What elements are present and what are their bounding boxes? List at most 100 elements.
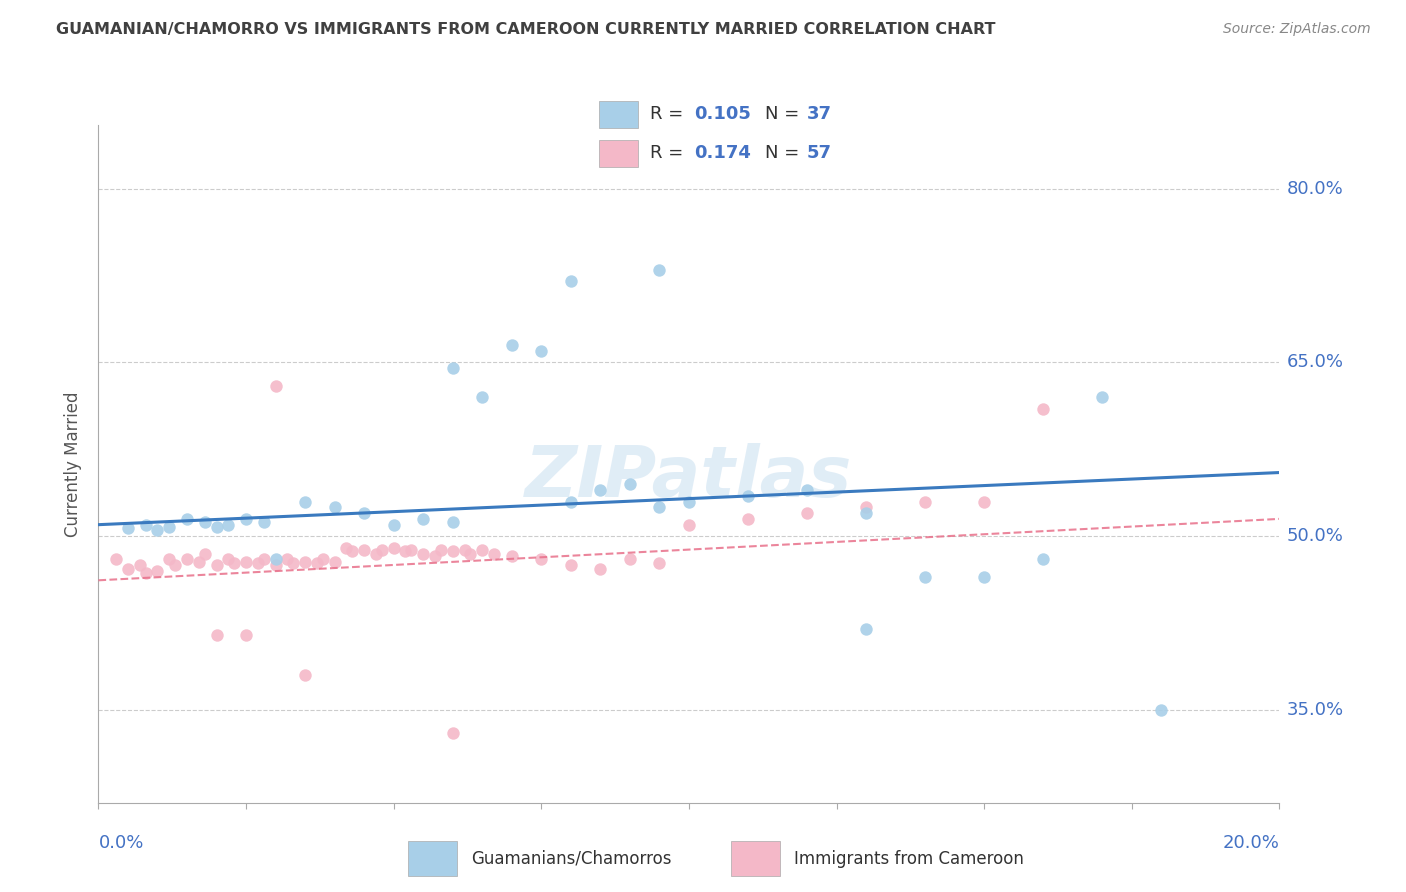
Point	[973, 494, 995, 508]
Point	[382, 541, 405, 555]
Point	[589, 562, 612, 576]
Point	[312, 552, 335, 566]
Bar	[731, 841, 780, 876]
Point	[412, 512, 434, 526]
Point	[335, 541, 357, 555]
Point	[217, 552, 239, 566]
Point	[235, 555, 257, 569]
Point	[157, 552, 180, 566]
Point	[1032, 552, 1054, 566]
Point	[453, 543, 475, 558]
Point	[323, 500, 346, 515]
Point	[283, 556, 305, 570]
Point	[264, 552, 287, 566]
Point	[460, 547, 482, 561]
Point	[224, 556, 246, 570]
Text: N =: N =	[765, 145, 804, 162]
Point	[253, 552, 276, 566]
Text: 0.105: 0.105	[695, 105, 751, 123]
Point	[412, 547, 434, 561]
Point	[1032, 401, 1054, 416]
Point	[973, 570, 995, 584]
Text: Guamanians/Chamorros: Guamanians/Chamorros	[471, 849, 672, 868]
Point	[146, 564, 169, 578]
Point	[135, 566, 157, 581]
Point	[294, 668, 316, 682]
Point	[648, 262, 671, 277]
Point	[294, 494, 316, 508]
Point	[1091, 390, 1114, 404]
Point	[342, 544, 364, 558]
Point	[501, 338, 523, 352]
Text: R =: R =	[650, 105, 689, 123]
Point	[264, 558, 287, 573]
Point	[235, 628, 257, 642]
Point	[855, 622, 877, 636]
Text: 20.0%: 20.0%	[1223, 834, 1279, 852]
Text: 0.174: 0.174	[695, 145, 751, 162]
Point	[364, 547, 387, 561]
Point	[441, 544, 464, 558]
Point	[205, 628, 228, 642]
Point	[353, 506, 375, 520]
Point	[560, 494, 582, 508]
Point	[128, 558, 150, 573]
Point	[217, 517, 239, 532]
Point	[737, 489, 759, 503]
Point	[855, 500, 877, 515]
Text: N =: N =	[765, 105, 804, 123]
Point	[441, 516, 464, 530]
Point	[176, 512, 198, 526]
Point	[146, 524, 169, 538]
Text: 35.0%: 35.0%	[1286, 701, 1344, 719]
Point	[371, 543, 394, 558]
Point	[264, 378, 287, 392]
Point	[914, 570, 936, 584]
Point	[117, 562, 139, 576]
Point	[471, 390, 494, 404]
Point	[441, 726, 464, 740]
Point	[305, 556, 328, 570]
Point	[678, 517, 700, 532]
Bar	[599, 101, 638, 128]
Text: 0.0%: 0.0%	[98, 834, 143, 852]
Point	[105, 552, 128, 566]
Point	[619, 477, 641, 491]
Point	[441, 361, 464, 376]
Point	[323, 555, 346, 569]
Point	[530, 343, 553, 358]
Point	[471, 543, 494, 558]
Point	[176, 552, 198, 566]
Point	[560, 558, 582, 573]
Y-axis label: Currently Married: Currently Married	[65, 391, 83, 537]
Point	[294, 555, 316, 569]
Point	[276, 552, 298, 566]
Point	[501, 549, 523, 563]
Point	[401, 543, 423, 558]
Point	[382, 517, 405, 532]
Text: Source: ZipAtlas.com: Source: ZipAtlas.com	[1223, 22, 1371, 37]
Text: Immigrants from Cameroon: Immigrants from Cameroon	[794, 849, 1024, 868]
Point	[619, 552, 641, 566]
Text: 80.0%: 80.0%	[1286, 179, 1343, 198]
Text: 50.0%: 50.0%	[1286, 527, 1343, 545]
Point	[1150, 703, 1173, 717]
Point	[648, 556, 671, 570]
Point	[796, 483, 818, 497]
Point	[157, 520, 180, 534]
Point	[117, 521, 139, 535]
Point	[430, 543, 453, 558]
Point	[796, 506, 818, 520]
Point	[135, 517, 157, 532]
Text: 57: 57	[807, 145, 832, 162]
Text: R =: R =	[650, 145, 689, 162]
Text: GUAMANIAN/CHAMORRO VS IMMIGRANTS FROM CAMEROON CURRENTLY MARRIED CORRELATION CHA: GUAMANIAN/CHAMORRO VS IMMIGRANTS FROM CA…	[56, 22, 995, 37]
Point	[194, 516, 217, 530]
Text: 65.0%: 65.0%	[1286, 353, 1344, 371]
Point	[246, 556, 269, 570]
Point	[482, 547, 505, 561]
Point	[187, 555, 209, 569]
Point	[737, 512, 759, 526]
Point	[560, 274, 582, 288]
Point	[423, 549, 446, 563]
